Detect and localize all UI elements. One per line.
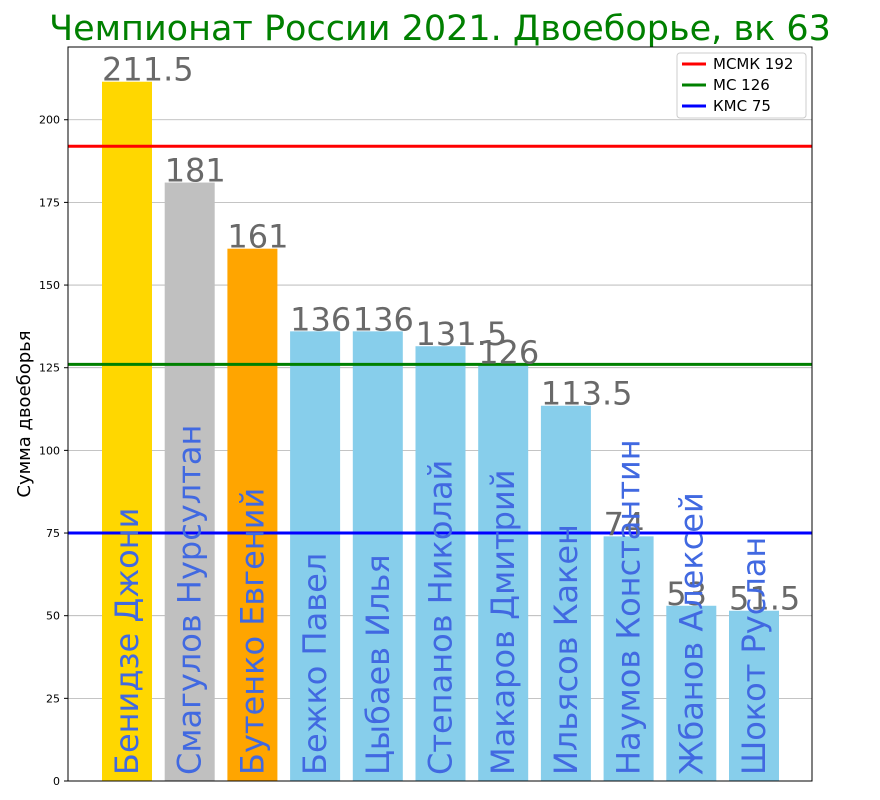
bar <box>729 610 779 781</box>
bar <box>540 405 591 781</box>
category-label: Бежко Павел <box>296 553 334 775</box>
value-label: 136 <box>353 300 414 338</box>
y-tick-label: 100 <box>39 444 60 457</box>
bar <box>666 605 717 781</box>
value-label: 161 <box>227 218 288 256</box>
bar <box>164 182 215 781</box>
value-label: 113.5 <box>541 375 633 413</box>
y-axis-label: Сумма двоеборья <box>14 330 35 497</box>
category-label: Жбанов Алексей <box>672 492 710 775</box>
y-tick-label: 25 <box>46 692 60 705</box>
y-tick-label: 50 <box>46 610 60 623</box>
bars-layer <box>102 81 779 782</box>
y-tick-label: 75 <box>46 527 60 540</box>
y-tick-label: 125 <box>39 362 60 375</box>
plot-frame <box>67 46 813 782</box>
y-tick-label: 0 <box>53 775 60 788</box>
bar <box>352 331 403 781</box>
bar <box>227 248 278 781</box>
legend-label: МС 126 <box>713 76 770 94</box>
category-label: Наумов Константин <box>610 439 648 775</box>
value-label: 74 <box>604 505 645 543</box>
y-tick-label: 175 <box>39 196 60 209</box>
legend-box <box>676 52 807 119</box>
category-label: Бенидзе Джони <box>108 508 146 775</box>
category-label: Цыбаев Илья <box>359 554 397 775</box>
value-label: 51.5 <box>729 580 800 618</box>
y-tick-label: 150 <box>39 279 60 292</box>
legend-label: КМС 75 <box>713 97 771 115</box>
bar <box>102 81 152 782</box>
y-axis-ticks: 0 25 50 75 100 125 150 175 200 <box>39 114 68 788</box>
bar <box>415 346 466 781</box>
value-label: 211.5 <box>102 51 194 89</box>
y-tick-label: 200 <box>39 114 60 127</box>
value-label: 136 <box>290 300 351 338</box>
category-label: Степанов Николай <box>422 460 460 775</box>
category-label: Бутенко Евгений <box>233 488 271 775</box>
value-label: 181 <box>165 152 226 190</box>
category-label: Смагулов Нурсултан <box>171 425 209 775</box>
value-label: 126 <box>478 333 539 371</box>
legend: МСМК 192 МС 126 КМС 75 <box>676 52 807 119</box>
reference-lines <box>68 144 812 535</box>
bar <box>478 364 529 781</box>
bar <box>290 331 341 781</box>
labels-layer: 211.5 Бенидзе Джони 181 Смагулов Нурсултан 1… <box>102 51 800 775</box>
category-label: Шокот Руслан <box>735 537 773 775</box>
value-label: 53 <box>666 575 707 613</box>
chart-title: Чемпионат России 2021. Двоеборье, вк 63 <box>49 9 831 49</box>
category-label: Макаров Дмитрий <box>484 469 522 775</box>
legend-label: МСМК 192 <box>713 55 793 73</box>
category-label: Ильясов Какен <box>547 524 585 775</box>
bar <box>603 536 654 781</box>
value-label: 131.5 <box>416 315 508 353</box>
